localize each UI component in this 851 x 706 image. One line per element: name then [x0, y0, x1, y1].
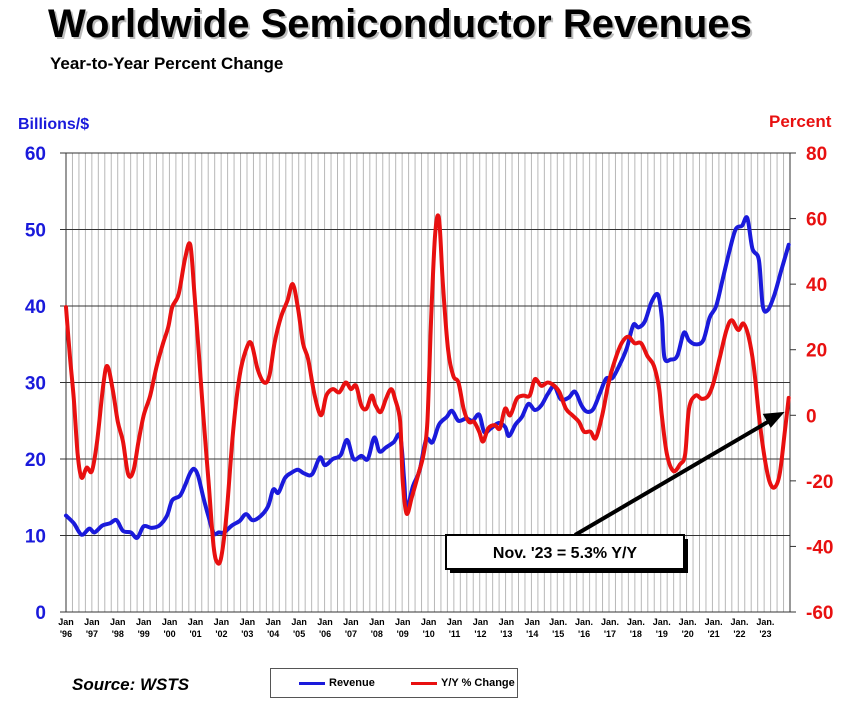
- x-tick-label-top: Jan.: [549, 617, 567, 627]
- left-tick-label: 40: [25, 297, 46, 318]
- series-line-revenue: [64, 215, 791, 540]
- right-tick-label: -20: [806, 472, 833, 493]
- x-tick-label-bottom: '23: [759, 629, 771, 639]
- grid-lines: [65, 152, 791, 613]
- series-lines: [64, 213, 791, 566]
- x-tick-label-bottom: '11: [449, 629, 461, 639]
- legend: Revenue Y/Y % Change: [270, 668, 518, 698]
- chart-title: Worldwide Semiconductor Revenues: [48, 2, 752, 46]
- left-tick-label: 20: [25, 450, 46, 471]
- right-tick-label: -60: [806, 603, 833, 624]
- x-tick-label-top: Jan: [421, 617, 437, 627]
- annotation-arrow-line: [573, 416, 776, 537]
- x-tick-label-bottom: '99: [138, 629, 150, 639]
- right-tick-label: 60: [806, 210, 827, 231]
- annotation-box: [445, 534, 685, 570]
- x-tick-label-top: Jan: [214, 617, 230, 627]
- x-tick-label-top: Jan.: [705, 617, 723, 627]
- x-tick-label-bottom: '14: [526, 629, 538, 639]
- x-tick-label-bottom: '16: [578, 629, 590, 639]
- series-line-yoy-change: [64, 213, 791, 566]
- x-tick-label-bottom: '17: [604, 629, 616, 639]
- x-tick-label-bottom: '97: [86, 629, 98, 639]
- right-axis-label: Percent: [769, 112, 832, 131]
- x-tick-label-bottom: '08: [371, 629, 383, 639]
- legend-label-revenue: Revenue: [329, 677, 375, 689]
- x-tick-label-top: Jan: [136, 617, 152, 627]
- right-tick-label: 40: [806, 275, 827, 296]
- x-tick-label-top: Jan: [162, 617, 178, 627]
- x-tick-label-bottom: '20: [682, 629, 694, 639]
- x-tick-label-top: Jan: [240, 617, 256, 627]
- chart-subtitle: Year-to-Year Percent Change: [50, 54, 284, 73]
- right-tick-label: 0: [806, 406, 817, 427]
- left-tick-label: 50: [25, 221, 46, 242]
- x-tick-label-top: Jan: [188, 617, 204, 627]
- x-tick-label-bottom: '10: [423, 629, 435, 639]
- x-tick-label-bottom: '12: [474, 629, 486, 639]
- x-tick-label-top: Jan: [499, 617, 515, 627]
- x-tick-label-top: Jan: [110, 617, 126, 627]
- left-axis-label: Billions/$: [18, 116, 90, 133]
- left-tick-label: 30: [25, 374, 46, 395]
- annotation-arrowhead: [762, 411, 785, 428]
- x-tick-label-bottom: '19: [656, 629, 668, 639]
- left-axis-ticks: 0 10 20 30 40 50 60: [25, 144, 66, 624]
- source-note: Source: WSTS: [72, 675, 190, 694]
- x-tick-label-bottom: '01: [189, 629, 201, 639]
- legend-swatch-yoy: [411, 681, 437, 685]
- left-tick-label: 10: [25, 527, 46, 548]
- annotation: Nov. '23 = 5.3% Y/Y: [445, 411, 785, 573]
- x-tick-label-bottom: '96: [60, 629, 72, 639]
- x-tick-label-bottom: '06: [319, 629, 331, 639]
- x-tick-label-top: Jan: [291, 617, 307, 627]
- left-tick-label: 60: [25, 144, 46, 165]
- x-tick-label-bottom: '15: [552, 629, 564, 639]
- left-tick-label: 0: [35, 603, 46, 624]
- x-tick-label-top: Jan: [369, 617, 385, 627]
- right-axis-ticks: -60 -40 -20 0 20 40 60 80: [790, 144, 833, 624]
- x-tick-label-bottom: '05: [293, 629, 305, 639]
- legend-item-yoy: Y/Y % Change: [411, 677, 515, 689]
- x-tick-label-bottom: '98: [112, 629, 124, 639]
- legend-label-yoy: Y/Y % Change: [441, 677, 515, 689]
- x-tick-label-bottom: '07: [345, 629, 357, 639]
- x-tick-label-bottom: '13: [500, 629, 512, 639]
- x-tick-label-top: Jan.: [653, 617, 671, 627]
- x-tick-label-bottom: '09: [397, 629, 409, 639]
- x-tick-label-bottom: '04: [267, 629, 279, 639]
- x-tick-label-top: Jan.: [679, 617, 697, 627]
- x-tick-label-top: Jan: [317, 617, 333, 627]
- x-tick-label-bottom: '02: [215, 629, 227, 639]
- legend-swatch-revenue: [299, 681, 325, 685]
- x-tick-label-top: Jan: [58, 617, 74, 627]
- x-axis-ticks: Jan '96 Jan '97 Jan '98 Jan '99 Jan '00 Jan '01 Jan '…: [58, 617, 774, 639]
- x-tick-label-top: Jan: [447, 617, 463, 627]
- right-tick-label: 80: [806, 144, 827, 165]
- x-tick-label-top: Jan.: [627, 617, 645, 627]
- x-tick-label-top: Jan.: [575, 617, 593, 627]
- x-tick-label-top: Jan: [265, 617, 281, 627]
- annotation-text: Nov. '23 = 5.3% Y/Y: [493, 545, 638, 562]
- x-tick-label-top: Jan: [395, 617, 411, 627]
- x-tick-label-top: Jan: [84, 617, 100, 627]
- x-tick-label-top: Jan.: [756, 617, 774, 627]
- x-tick-label-bottom: '18: [630, 629, 642, 639]
- x-tick-label-top: Jan: [473, 617, 489, 627]
- right-tick-label: 20: [806, 341, 827, 362]
- legend-item-revenue: Revenue: [299, 677, 375, 689]
- x-tick-label-bottom: '00: [164, 629, 176, 639]
- x-tick-label-bottom: '03: [241, 629, 253, 639]
- x-tick-label-top: Jan: [525, 617, 541, 627]
- x-tick-label-top: Jan.: [601, 617, 619, 627]
- x-tick-label-top: Jan: [343, 617, 359, 627]
- x-tick-label-bottom: '22: [733, 629, 745, 639]
- right-tick-label: -40: [806, 537, 833, 558]
- x-tick-label-bottom: '21: [708, 629, 720, 639]
- x-tick-label-top: Jan.: [730, 617, 748, 627]
